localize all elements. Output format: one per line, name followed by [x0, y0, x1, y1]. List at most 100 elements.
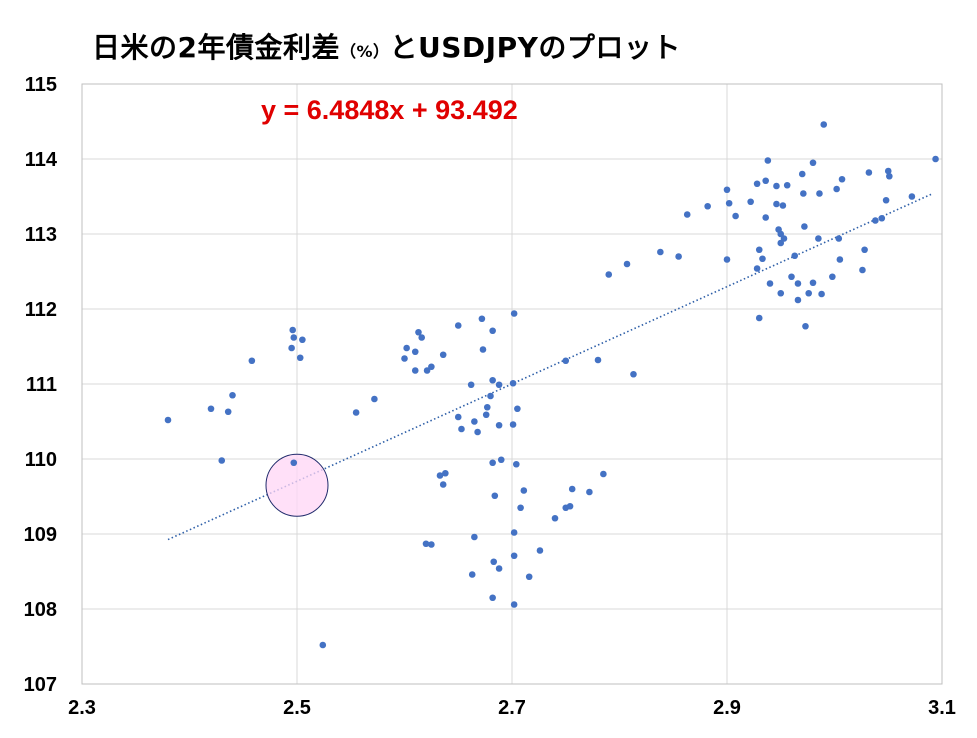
data-point [723, 186, 731, 194]
y-axis-ticks: 107 108 109 110 111 112 113 114 115 [24, 74, 58, 696]
data-point [886, 172, 893, 180]
x-tick-label: 2.5 [283, 697, 311, 719]
data-point [468, 571, 476, 578]
data-point [289, 326, 297, 334]
data-point [704, 202, 711, 210]
data-point [780, 235, 788, 242]
y-tick-label: 107 [24, 674, 57, 696]
data-point [423, 367, 431, 374]
data-point [487, 392, 494, 400]
data-point [753, 180, 761, 188]
chart-title-main: 日米の2年債金利差 [92, 31, 340, 64]
data-point [418, 334, 426, 341]
data-point [884, 167, 892, 175]
highlight-circle [265, 453, 329, 517]
y-tick-label: 111 [26, 374, 57, 396]
data-point [586, 488, 593, 496]
data-point [290, 459, 298, 467]
data-point [489, 376, 496, 384]
data-point [207, 405, 215, 413]
data-point [798, 170, 806, 178]
data-point [605, 271, 613, 278]
y-tick-label: 112 [25, 299, 57, 321]
data-point [510, 529, 518, 536]
data-point [454, 322, 462, 329]
data-point [732, 212, 739, 220]
data-point [551, 514, 559, 522]
data-point [594, 356, 602, 364]
data-point [833, 185, 840, 193]
x-tick-label: 2.7 [498, 697, 526, 719]
data-point [816, 190, 823, 197]
y-tick-label: 114 [25, 149, 58, 171]
data-point [422, 540, 430, 548]
y-tick-label: 108 [24, 599, 57, 621]
chart-title-unit: （%） [339, 42, 390, 61]
data-point [454, 413, 462, 421]
data-point [517, 504, 524, 512]
data-point [829, 273, 836, 281]
data-point [495, 565, 503, 572]
data-point [490, 558, 498, 566]
y-tick-label: 113 [25, 224, 57, 246]
data-point [791, 252, 799, 260]
data-point [802, 322, 809, 330]
data-point [764, 157, 772, 164]
data-point [319, 641, 327, 649]
data-point [809, 279, 817, 287]
data-point [371, 395, 378, 403]
data-point [229, 391, 236, 399]
data-point [882, 196, 890, 204]
data-point [218, 457, 226, 464]
data-point [442, 469, 449, 477]
data-point [509, 421, 517, 428]
data-point [471, 533, 478, 541]
data-point [762, 177, 769, 185]
data-point [779, 202, 787, 209]
data-point [818, 290, 825, 298]
data-point [509, 379, 517, 387]
data-point [288, 344, 295, 352]
data-point [725, 199, 733, 207]
data-point [566, 502, 574, 510]
data-point [525, 573, 533, 581]
data-point [467, 381, 475, 389]
data-point [773, 182, 780, 190]
data-point [861, 246, 868, 254]
data-point [536, 547, 544, 554]
y-tick-label: 110 [25, 449, 57, 471]
data-point [865, 169, 873, 176]
data-point [794, 280, 802, 287]
data-point [458, 425, 465, 433]
data-point [352, 409, 360, 416]
data-point [489, 594, 496, 602]
data-point [630, 370, 637, 378]
data-point [224, 408, 232, 416]
data-point [436, 472, 444, 479]
regression-equation: y = 6.4848x + 93.492 [261, 95, 518, 125]
data-point [794, 296, 802, 304]
x-tick-label: 2.3 [68, 697, 96, 719]
data-point [439, 481, 447, 488]
data-point [683, 211, 691, 218]
data-point [788, 273, 795, 281]
data-point [600, 470, 607, 478]
data-point [428, 541, 435, 548]
data-point [510, 310, 518, 317]
data-point [296, 354, 304, 362]
data-point [568, 485, 576, 493]
data-point [514, 405, 521, 413]
data-point [878, 214, 886, 222]
data-point [755, 314, 763, 322]
data-point [510, 601, 518, 608]
data-point [753, 265, 761, 272]
data-point [439, 351, 447, 359]
data-point [290, 334, 298, 341]
data-point [562, 357, 570, 365]
data-point [755, 246, 763, 254]
data-point [164, 416, 172, 424]
y-tick-label: 109 [24, 524, 57, 546]
data-point [471, 418, 478, 425]
data-point [836, 256, 844, 263]
